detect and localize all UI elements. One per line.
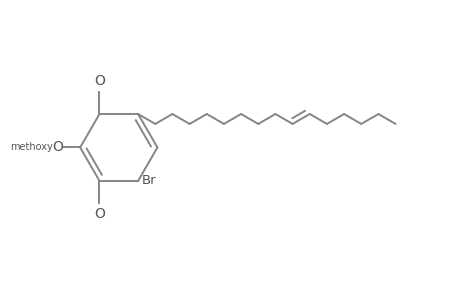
Text: Br: Br [142, 174, 157, 188]
Text: O: O [52, 140, 63, 154]
Text: methoxy: methoxy [11, 142, 53, 152]
Text: O: O [94, 207, 105, 221]
Text: O: O [94, 74, 105, 88]
